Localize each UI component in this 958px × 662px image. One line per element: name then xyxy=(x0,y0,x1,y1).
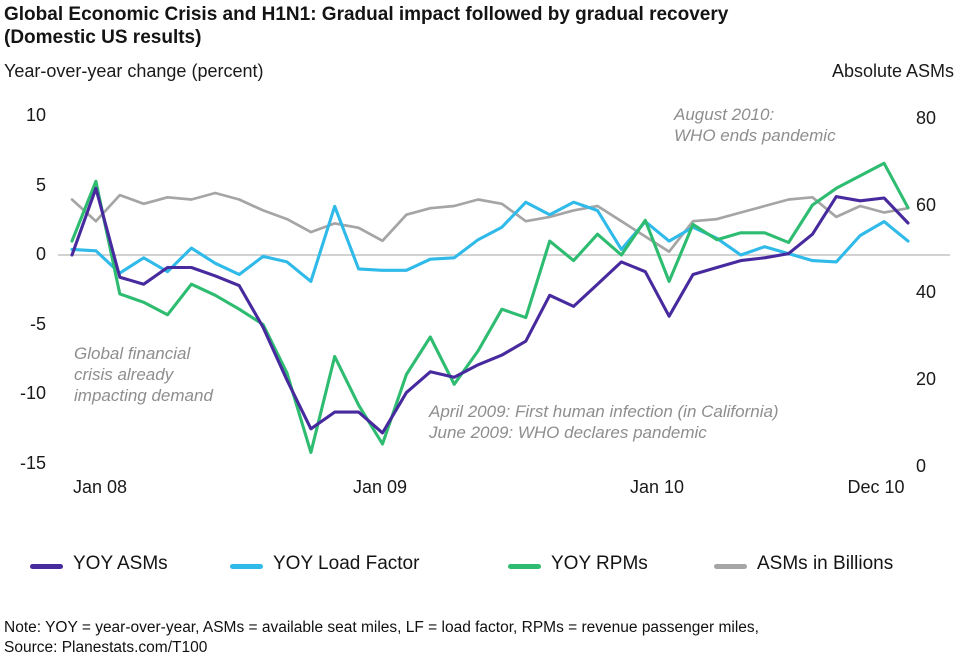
series-line-yoy-asms xyxy=(70,186,910,435)
page-title: Global Economic Crisis and H1N1: Gradual… xyxy=(4,3,944,49)
legend-label: YOY RPMs xyxy=(551,553,648,574)
chart-legend: YOY ASMs YOY Load Factor YOY RPMs ASMs in B… xyxy=(0,553,958,579)
right-axis-title: Absolute ASMs xyxy=(831,61,954,81)
legend-label: YOY Load Factor xyxy=(273,553,420,574)
annotation-line: April 2009: First human infection (in Ca… xyxy=(429,402,779,421)
annotation-line: Global financial xyxy=(74,344,191,363)
left-axis-tick-label: -15 xyxy=(19,452,46,473)
legend-swatch-icon xyxy=(230,564,263,569)
left-axis-tick-label: 10 xyxy=(25,105,46,125)
series-line-yoy-rpms xyxy=(70,161,910,454)
footer-note-block: Note: YOY = year-over-year, ASMs = avail… xyxy=(4,618,759,658)
left-axis-tick-label: -5 xyxy=(29,313,46,334)
legend-label: ASMs in Billions xyxy=(757,553,894,574)
annotation-h1n1: April 2009: First human infection (in Ca… xyxy=(429,401,779,443)
source-text: Source: Planestats.com/T100 xyxy=(4,639,208,656)
legend-swatch-icon xyxy=(508,564,541,569)
right-axis-tick-label: 80 xyxy=(916,108,937,128)
legend-swatch-icon xyxy=(714,564,747,569)
annotation-gfc: Global financial crisis already impacting … xyxy=(74,343,213,406)
x-axis-tick-label: Jan 08 xyxy=(72,477,128,497)
x-axis-tick-label: Jan 09 xyxy=(352,477,408,497)
series-line-asms-in-billions xyxy=(70,191,910,254)
annotation-line: WHO ends pandemic xyxy=(674,126,836,145)
left-axis-tick-label: 0 xyxy=(35,244,46,264)
right-axis-tick-label: 60 xyxy=(916,195,937,215)
chart-title-line1: Global Economic Crisis and H1N1: Gradual… xyxy=(4,4,729,25)
chart-title-line2: (Domestic US results) xyxy=(4,27,202,48)
annotation-whoend: August 2010: WHO ends pandemic xyxy=(674,104,836,146)
note-text: Note: YOY = year-over-year, ASMs = avail… xyxy=(4,619,759,636)
right-axis-tick-label: 0 xyxy=(916,456,927,476)
left-axis-tick-label: 5 xyxy=(35,174,46,195)
legend-swatch-icon xyxy=(30,564,63,569)
annotation-line: June 2009: WHO declares pandemic xyxy=(429,423,707,442)
right-axis-tick-label: 40 xyxy=(916,282,937,302)
legend-label: YOY ASMs xyxy=(73,553,168,574)
annotation-line: August 2010: xyxy=(674,105,775,124)
left-axis-title: Year-over-year change (percent) xyxy=(4,61,264,81)
left-axis-tick-label: -10 xyxy=(19,383,46,403)
right-axis-tick-label: 20 xyxy=(916,369,937,389)
x-axis-tick-label: Jan 10 xyxy=(629,477,685,497)
annotation-line: impacting demand xyxy=(74,386,213,405)
annotation-line: crisis already xyxy=(74,365,174,384)
x-axis-tick-label: Dec 10 xyxy=(847,477,905,497)
series-line-yoy-load-factor xyxy=(70,200,910,283)
